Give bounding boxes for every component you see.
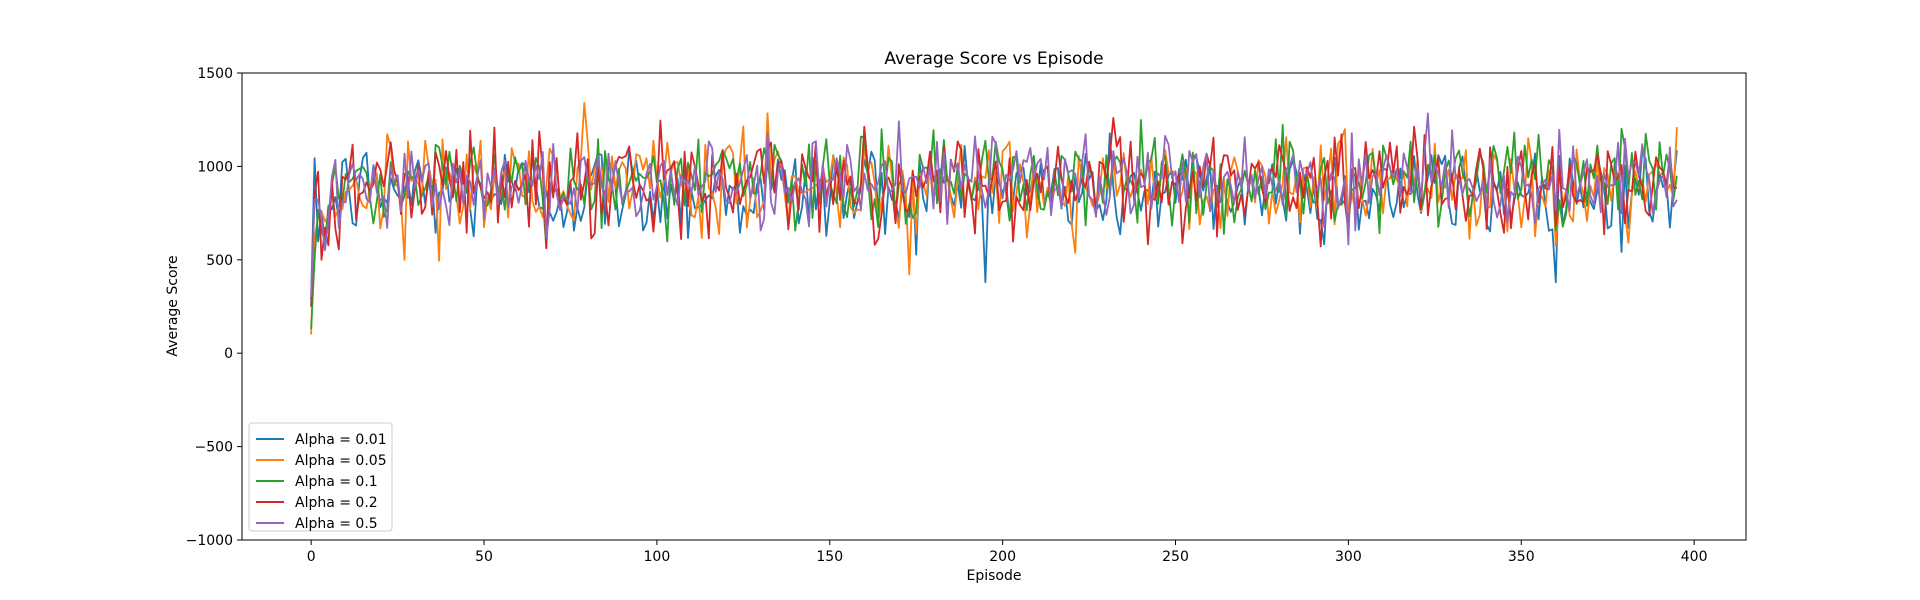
chart-title: Average Score vs Episode — [884, 49, 1103, 69]
series-layer — [310, 102, 1678, 335]
legend-label: Alpha = 0.1 — [295, 474, 378, 490]
legend: Alpha = 0.01 Alpha = 0.05 Alpha = 0.1 Alpha… — [248, 422, 393, 532]
y-tick-label: 1500 — [197, 66, 233, 82]
legend-label: Alpha = 0.05 — [295, 453, 387, 469]
x-tick-label: 200 — [989, 549, 1016, 565]
series-line-2 — [310, 102, 1678, 335]
y-tick-label: 500 — [206, 253, 233, 269]
y-axis-ticks: −1000 −500 0 500 1000 1500 — [186, 66, 242, 549]
legend-label: Alpha = 0.01 — [295, 432, 387, 448]
series-line-5 — [310, 112, 1678, 298]
y-tick-label: 0 — [224, 346, 233, 362]
x-tick-label: 0 — [307, 549, 316, 565]
y-tick-label: −1000 — [186, 533, 233, 549]
x-tick-label: 150 — [816, 549, 843, 565]
x-tick-label: 300 — [1335, 549, 1362, 565]
series-line-3 — [310, 119, 1678, 329]
legend-box — [248, 422, 393, 532]
legend-items: Alpha = 0.01 Alpha = 0.05 Alpha = 0.1 Alpha… — [256, 432, 387, 532]
plot-frame — [241, 72, 1747, 541]
legend-label: Alpha = 0.5 — [295, 516, 378, 532]
x-tick-label: 350 — [1508, 549, 1535, 565]
x-axis-ticks: 0 50 100 150 200 250 300 350 400 — [307, 540, 1708, 565]
x-tick-label: 250 — [1162, 549, 1189, 565]
x-axis-label: Episode — [967, 568, 1022, 584]
y-axis-label: Average Score — [165, 255, 181, 356]
y-tick-label: −500 — [195, 440, 233, 456]
x-tick-label: 100 — [644, 549, 671, 565]
legend-label: Alpha = 0.2 — [295, 495, 378, 511]
y-tick-label: 1000 — [197, 159, 233, 175]
x-tick-label: 50 — [475, 549, 493, 565]
x-tick-label: 400 — [1681, 549, 1708, 565]
